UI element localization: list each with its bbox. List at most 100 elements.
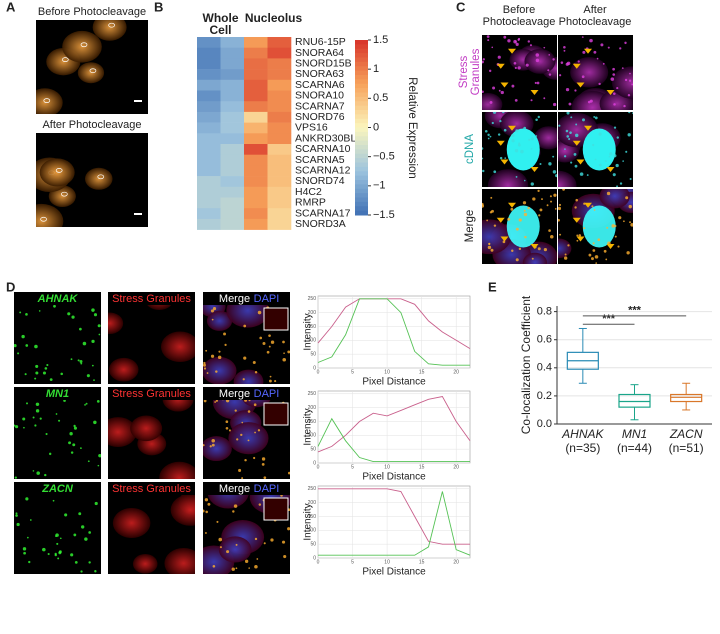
granule	[549, 195, 552, 198]
colorbar-segment	[355, 92, 368, 98]
granule	[72, 443, 76, 447]
granule	[543, 46, 546, 49]
granule	[231, 567, 235, 571]
panel-label: B	[154, 0, 163, 14]
granule	[489, 100, 493, 104]
granule	[262, 342, 266, 346]
granule	[560, 61, 564, 64]
micrograph	[108, 387, 195, 479]
cell	[206, 310, 233, 331]
cell	[558, 170, 577, 187]
granule	[268, 334, 271, 337]
granule	[96, 400, 100, 403]
granule	[207, 502, 211, 506]
inset	[263, 402, 289, 426]
granule	[482, 58, 485, 61]
granule	[55, 535, 57, 537]
granule	[532, 197, 536, 201]
heatmap-cell	[267, 122, 292, 134]
arrowhead	[500, 159, 509, 165]
granule	[575, 133, 579, 138]
granule	[517, 143, 521, 147]
granule	[487, 133, 490, 137]
granule	[594, 255, 599, 259]
image-content	[558, 112, 633, 187]
x-axis-label: Pixel Distance	[362, 567, 426, 578]
y-tick-label: 150	[308, 419, 317, 425]
granule	[211, 443, 215, 447]
granule	[574, 206, 577, 209]
granule	[48, 452, 52, 456]
granule	[524, 235, 527, 239]
granule	[28, 560, 31, 564]
granule	[517, 66, 521, 70]
granule	[254, 431, 256, 434]
granule	[515, 227, 519, 231]
granule	[482, 147, 484, 150]
granule	[212, 564, 216, 568]
granule	[93, 420, 97, 425]
granule	[530, 99, 533, 102]
gene-label: SCARNA5	[295, 154, 345, 166]
heatmap-cell	[244, 37, 268, 48]
y-tick-label: 0.8	[537, 306, 552, 318]
granule	[493, 224, 497, 227]
granule	[84, 537, 88, 541]
granule	[240, 433, 243, 437]
granule	[587, 100, 591, 104]
granule	[34, 424, 37, 427]
cell	[160, 331, 195, 363]
granule	[598, 82, 601, 86]
granule	[615, 163, 619, 168]
gene-label: SCARNA6	[295, 79, 345, 91]
granule	[225, 420, 229, 424]
cell	[92, 20, 127, 41]
plot-frame	[317, 390, 471, 464]
heatmap-cell	[267, 47, 292, 59]
granule	[606, 226, 609, 229]
row-label: Granules	[470, 48, 482, 95]
gene-label: SCARNA10	[295, 143, 351, 155]
micrograph	[558, 112, 633, 187]
colorbar-segment	[355, 101, 368, 107]
granule	[98, 333, 101, 336]
arrowhead	[606, 167, 615, 172]
granule	[226, 550, 230, 554]
granule	[552, 58, 555, 61]
heatmap-cell	[220, 218, 245, 230]
gene-label: SNORA10	[295, 90, 344, 102]
granule	[555, 174, 557, 178]
granule	[558, 203, 562, 207]
y-axis-label: Intensity	[303, 503, 314, 540]
heatmap-cell	[220, 101, 245, 113]
granule	[594, 116, 598, 120]
granule	[287, 350, 290, 354]
granule	[70, 358, 73, 361]
granule	[73, 533, 77, 537]
granule	[564, 256, 568, 260]
granule	[224, 343, 227, 347]
arrowhead	[500, 236, 509, 242]
granule	[612, 73, 616, 76]
heatmap-cell	[197, 122, 221, 134]
granule	[616, 87, 619, 90]
colorbar-segment	[355, 145, 368, 150]
granule	[608, 155, 611, 158]
granule	[85, 402, 88, 405]
n-label: (n=51)	[669, 441, 704, 455]
heatmap-cell	[197, 58, 221, 70]
channel-label: Stress Granules	[112, 483, 191, 495]
significance-label: ***	[602, 313, 616, 325]
granule	[517, 38, 520, 41]
granule	[488, 69, 492, 73]
channel-label: Merge	[219, 293, 250, 305]
granule	[550, 200, 553, 203]
arrowhead	[508, 48, 516, 54]
granule	[287, 471, 290, 475]
granule	[539, 208, 543, 212]
granule	[79, 327, 82, 331]
x-tick-label: 10	[384, 464, 390, 470]
granule	[254, 371, 258, 374]
arrowhead	[496, 217, 505, 223]
granule	[593, 50, 597, 54]
